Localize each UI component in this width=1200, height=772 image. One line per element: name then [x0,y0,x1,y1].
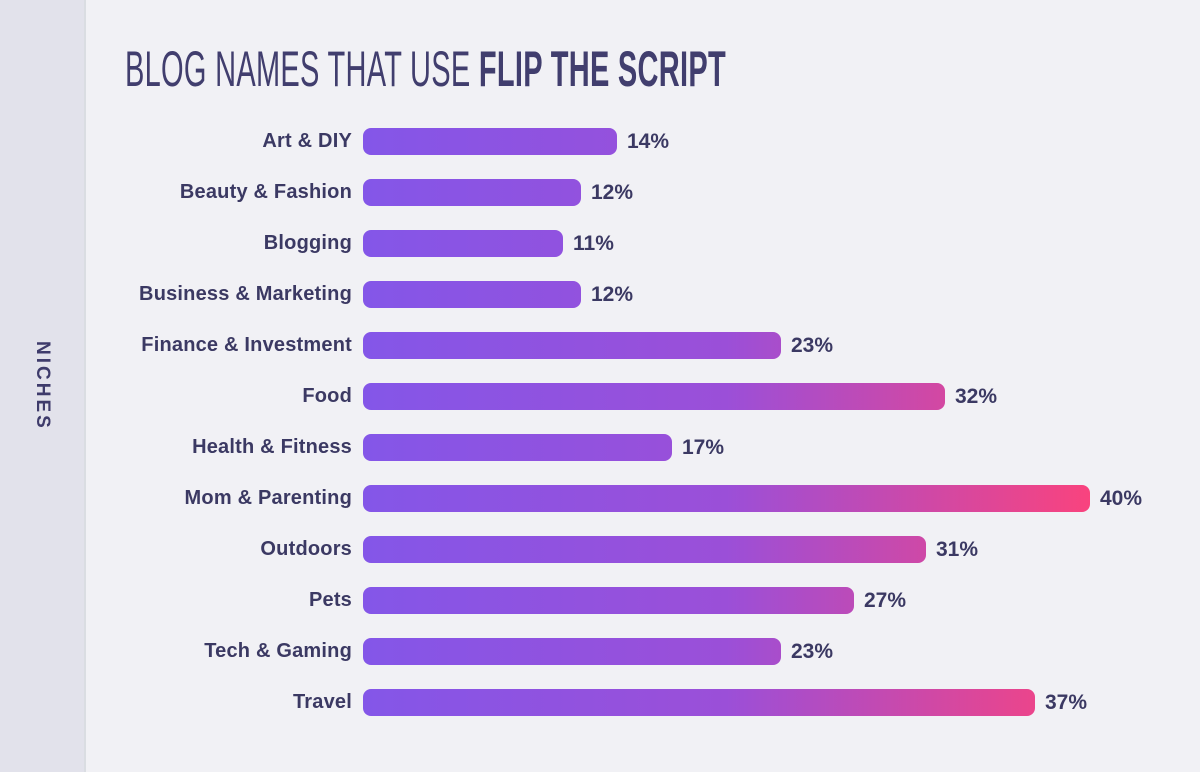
category-label: Outdoors [260,538,352,560]
category-label: Food [302,385,352,407]
value-label: 17% [682,435,725,459]
category-label: Finance & Investment [141,334,352,356]
chart-row: Art & DIY 14% [125,128,1200,155]
chart-row: Travel 37% [125,689,1200,716]
category-label: Tech & Gaming [204,640,352,662]
category-label: Health & Fitness [192,436,352,458]
chart-row: Finance & Investment 23% [125,332,1200,359]
value-label: 37% [1045,690,1088,714]
category-label: Art & DIY [262,130,352,152]
bar [363,638,781,665]
bar [363,434,672,461]
category-label: Business & Marketing [139,283,352,305]
category-label: Beauty & Fashion [179,181,352,203]
value-label: 12% [591,180,634,204]
chart-row: Beauty & Fashion 12% [125,179,1200,206]
value-label: 11% [573,231,614,255]
chart-row: Mom & Parenting 40% [125,485,1200,512]
bar [363,179,581,206]
chart-row: Health & Fitness 17% [125,434,1200,461]
bar [363,536,926,563]
category-label: Mom & Parenting [184,487,352,509]
chart-row: Food 32% [125,383,1200,410]
value-label: 27% [864,588,907,612]
value-label: 23% [791,639,834,663]
bar [363,485,1090,512]
value-label: 14% [627,129,670,153]
y-axis-label: NICHES [32,341,53,431]
bar [363,383,945,410]
chart-title-bold: FLIP THE SCRIPT [478,41,727,97]
bar [363,128,617,155]
bar [363,281,581,308]
chart-row: Outdoors 31% [125,536,1200,563]
category-label: Travel [292,691,352,713]
bar [363,332,781,359]
value-label: 12% [591,282,634,306]
niches-sidebar: NICHES [0,0,86,772]
category-label: Pets [308,589,352,611]
chart-title: BLOG NAMES THAT USE FLIP THE SCRIPT [125,44,726,94]
bar [363,689,1035,716]
chart-row: Blogging 11% [125,230,1200,257]
category-label: Blogging [263,232,352,254]
chart-title-regular: BLOG NAMES THAT USE [125,41,471,97]
value-label: 23% [791,333,834,357]
chart-row: Business & Marketing 12% [125,281,1200,308]
value-label: 32% [955,384,998,408]
chart-row: Pets 27% [125,587,1200,614]
value-label: 31% [936,537,979,561]
chart-row: Tech & Gaming 23% [125,638,1200,665]
chart-area: BLOG NAMES THAT USE FLIP THE SCRIPT Art … [86,0,1200,772]
bar [363,587,854,614]
bar [363,230,563,257]
bar-chart: Art & DIY 14% Beauty & Fashion 12% Blogg… [125,128,1200,716]
title-space [471,41,479,97]
value-label: 40% [1100,486,1143,510]
